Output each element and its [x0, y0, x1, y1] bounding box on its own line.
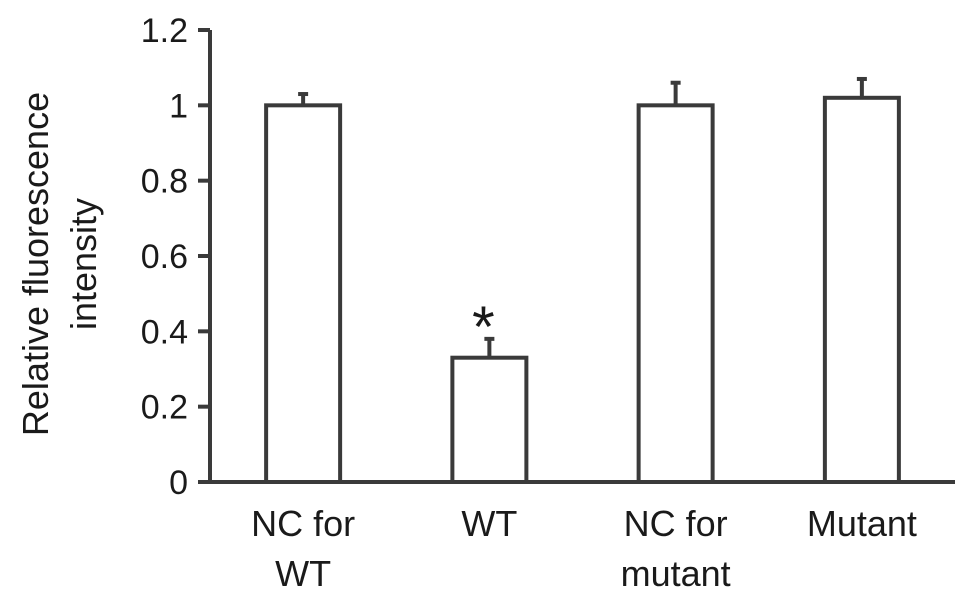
- y-tick-label: 0.2: [141, 389, 188, 427]
- bars: *: [264, 76, 901, 485]
- y-tick-label: 1.2: [141, 12, 188, 50]
- bar: [264, 103, 343, 484]
- y-axis-title: Relative fluorescence intensity: [15, 92, 104, 436]
- y-axis-title-line: Relative fluorescence: [15, 92, 56, 436]
- y-tick-label: 0.4: [141, 313, 188, 351]
- y-axis-ticks: 0 0.2 0.4 0.6 0.8 1 1.2: [141, 12, 210, 502]
- x-tick-label: NC for: [251, 503, 355, 544]
- x-tick-label: Mutant: [807, 503, 917, 544]
- y-tick-label: 1: [169, 87, 188, 125]
- x-tick-label: NC for: [624, 503, 728, 544]
- x-tick-label: WT: [275, 553, 331, 594]
- y-tick-label: 0: [169, 464, 188, 502]
- bar: [822, 95, 901, 485]
- x-tick-label: mutant: [621, 553, 731, 594]
- y-tick-label: 0.8: [141, 163, 188, 201]
- y-axis-title-line: intensity: [63, 198, 104, 330]
- bar: [450, 355, 529, 485]
- bar: [636, 103, 715, 484]
- x-axis-ticks: NC for WT WT NC for mutant Mutant: [251, 503, 917, 594]
- significance-asterisk: *: [472, 295, 495, 360]
- y-tick-label: 0.6: [141, 238, 188, 276]
- x-tick-label: WT: [461, 503, 517, 544]
